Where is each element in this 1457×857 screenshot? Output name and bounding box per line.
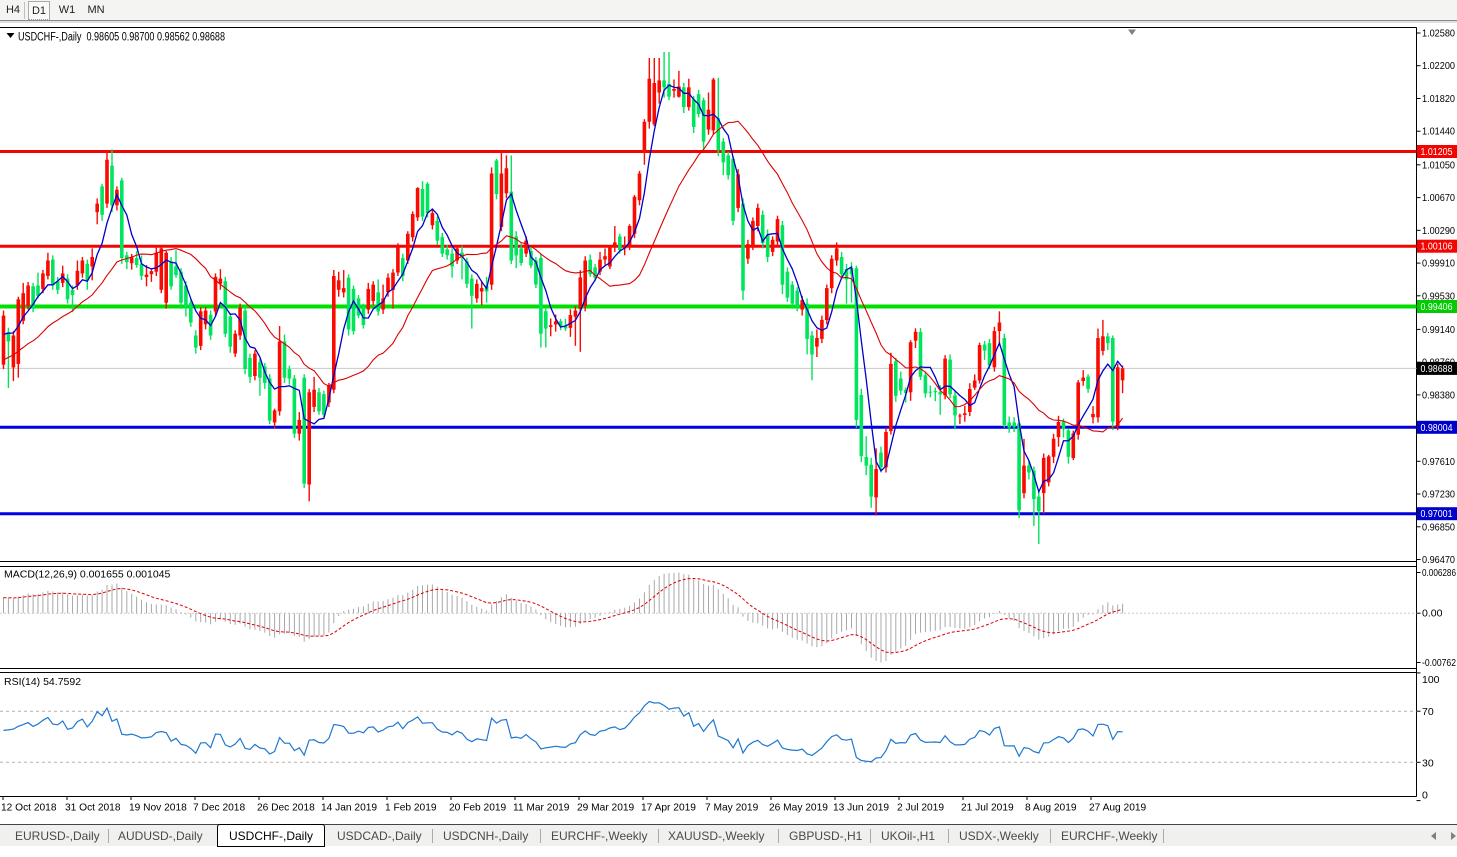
svg-text:26 Dec 2018: 26 Dec 2018 <box>257 803 315 814</box>
svg-text:100: 100 <box>1422 674 1440 686</box>
svg-text:8 Aug 2019: 8 Aug 2019 <box>1025 803 1077 814</box>
svg-text:0.97001: 0.97001 <box>1421 509 1453 520</box>
svg-text:1.00106: 1.00106 <box>1421 242 1453 253</box>
svg-text:31 Oct 2018: 31 Oct 2018 <box>65 803 121 814</box>
svg-text:0.99406: 0.99406 <box>1421 302 1453 313</box>
svg-text:0.96850: 0.96850 <box>1422 521 1455 533</box>
svg-text:0.97230: 0.97230 <box>1422 489 1455 501</box>
svg-text:1.00670: 1.00670 <box>1422 192 1455 204</box>
svg-text:0.006286: 0.006286 <box>1422 567 1456 579</box>
svg-text:26 May 2019: 26 May 2019 <box>769 803 828 814</box>
svg-text:0.98380: 0.98380 <box>1422 389 1455 401</box>
svg-text:1.02200: 1.02200 <box>1422 60 1455 72</box>
svg-text:7 Dec 2018: 7 Dec 2018 <box>193 803 245 814</box>
svg-text:0.99530: 0.99530 <box>1422 290 1455 302</box>
svg-text:20 Feb 2019: 20 Feb 2019 <box>449 803 507 814</box>
svg-text:11 Mar 2019: 11 Mar 2019 <box>513 803 570 814</box>
svg-text:13 Jun 2019: 13 Jun 2019 <box>833 803 889 814</box>
svg-text:1.00290: 1.00290 <box>1422 225 1455 237</box>
svg-text:70: 70 <box>1422 706 1434 718</box>
svg-text:MACD(12,26,9) 0.001655 0.00104: MACD(12,26,9) 0.001655 0.001045 <box>4 569 171 581</box>
svg-text:0.98688: 0.98688 <box>1421 364 1453 375</box>
svg-text:1.01050: 1.01050 <box>1422 159 1455 171</box>
svg-text:-0.00762: -0.00762 <box>1422 657 1456 669</box>
svg-text:30: 30 <box>1422 757 1434 769</box>
svg-text:12 Oct 2018: 12 Oct 2018 <box>1 803 57 814</box>
svg-text:1.01440: 1.01440 <box>1422 126 1455 138</box>
svg-text:1.01820: 1.01820 <box>1422 93 1455 105</box>
svg-text:USDCHF-,Daily 0.98605 0.98700: USDCHF-,Daily 0.98605 0.98700 0.98562 0.… <box>18 32 225 44</box>
svg-text:1.02580: 1.02580 <box>1422 28 1455 40</box>
svg-text:21 Jul 2019: 21 Jul 2019 <box>961 803 1014 814</box>
svg-text:0: 0 <box>1422 790 1428 802</box>
svg-text:19 Nov 2018: 19 Nov 2018 <box>129 803 187 814</box>
svg-text:0.98004: 0.98004 <box>1421 423 1453 434</box>
svg-text:27 Aug 2019: 27 Aug 2019 <box>1089 803 1147 814</box>
svg-text:17 Apr 2019: 17 Apr 2019 <box>641 803 696 814</box>
svg-text:7 May 2019: 7 May 2019 <box>705 803 759 814</box>
svg-text:0.96470: 0.96470 <box>1422 554 1455 566</box>
svg-text:14 Jan 2019: 14 Jan 2019 <box>321 803 377 814</box>
svg-text:RSI(14) 54.7592: RSI(14) 54.7592 <box>4 676 81 688</box>
svg-text:0.99910: 0.99910 <box>1422 258 1455 270</box>
svg-text:1.01205: 1.01205 <box>1421 147 1453 158</box>
svg-text:29 Mar 2019: 29 Mar 2019 <box>577 803 635 814</box>
svg-text:1 Feb 2019: 1 Feb 2019 <box>385 803 437 814</box>
svg-text:2 Jul 2019: 2 Jul 2019 <box>897 803 944 814</box>
svg-text:0.00: 0.00 <box>1422 608 1443 620</box>
svg-text:0.97610: 0.97610 <box>1422 456 1455 468</box>
svg-text:0.99140: 0.99140 <box>1422 324 1455 336</box>
